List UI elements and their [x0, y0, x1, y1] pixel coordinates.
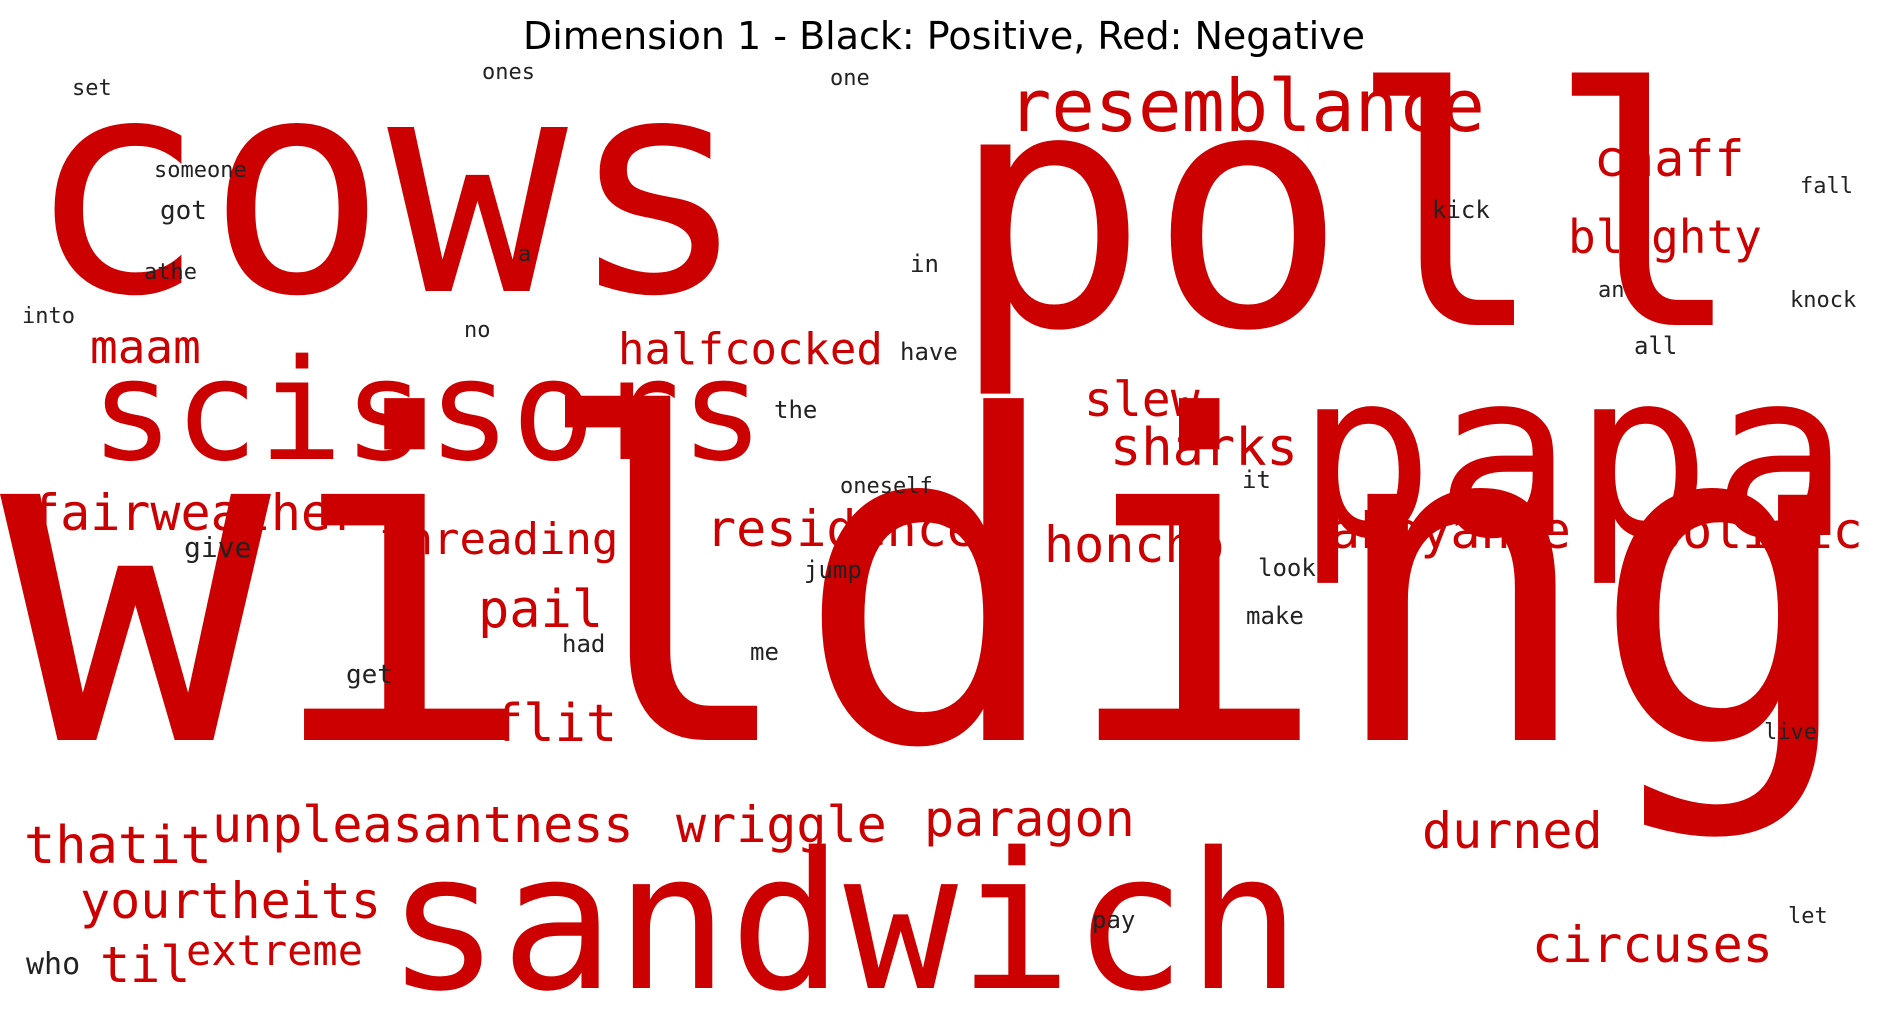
word-paragon: paragon: [924, 790, 1135, 848]
word-wriggle: wriggle: [676, 796, 887, 854]
word-pay: pay: [1092, 906, 1136, 934]
word-pail: pail: [478, 580, 604, 640]
word-an: an: [1598, 278, 1625, 303]
word-live: live: [1764, 720, 1817, 745]
word-yourtheits: yourtheits: [80, 872, 382, 930]
word-get: get: [346, 660, 393, 690]
word-me: me: [750, 638, 779, 666]
word-abeyance: abeyance: [1330, 502, 1571, 560]
word-sandwich: sandwich: [386, 812, 1302, 1033]
word-someone: someone: [154, 158, 247, 183]
word-a: a: [518, 242, 532, 267]
word-cows: cows: [26, 13, 749, 362]
word-one: one: [830, 66, 870, 91]
word-let: let: [1788, 904, 1828, 929]
word-wilding: wilding: [0, 323, 1860, 847]
word-no: no: [464, 318, 491, 343]
word-fall: fall: [1800, 174, 1853, 199]
word-jump: jump: [804, 556, 862, 584]
word-unpleasantness: unpleasantness: [212, 796, 634, 854]
word-knock: knock: [1790, 288, 1857, 313]
word-residence: residence: [706, 500, 977, 558]
word-honcho: honcho: [1044, 516, 1225, 574]
word-threading: threading: [380, 514, 619, 565]
word-slew: slew: [1084, 372, 1200, 428]
word-durned: durned: [1422, 802, 1603, 860]
word-scissors: scissors: [90, 330, 765, 493]
word-into: into: [22, 304, 75, 329]
word-sharks: sharks: [1110, 418, 1298, 478]
word-extreme: extreme: [186, 926, 364, 975]
word-poll: poll: [950, 19, 1745, 403]
word-ones: ones: [482, 60, 535, 85]
word-who: who: [26, 947, 81, 982]
word-cloud: cows poll wilding papa scissors sandwich…: [0, 13, 1863, 1018]
word-athe: athe: [144, 260, 197, 285]
word-look: look: [1258, 554, 1316, 582]
word-blighty: blighty: [1568, 210, 1762, 264]
word-politic: politic: [1652, 502, 1863, 560]
word-maam: maam: [90, 320, 201, 374]
word-it: it: [1242, 466, 1271, 494]
word-all: all: [1634, 332, 1678, 360]
word-give: give: [184, 531, 252, 564]
word-til: til: [100, 936, 191, 994]
word-had: had: [562, 630, 606, 658]
word-oneself: oneself: [840, 474, 933, 499]
word-papa: papa: [1296, 323, 1850, 590]
word-chaff: chaff: [1594, 130, 1745, 188]
word-got: got: [160, 196, 207, 226]
word-kick: kick: [1432, 196, 1490, 224]
word-circuses: circuses: [1532, 916, 1773, 974]
word-thatit: thatit: [24, 816, 212, 876]
word-resemblance: resemblance: [1008, 64, 1485, 148]
word-set: set: [72, 76, 112, 101]
word-make: make: [1246, 602, 1304, 630]
chart-title: Dimension 1 - Black: Positive, Red: Nega…: [522, 14, 1366, 58]
word-halfcocked: halfcocked: [618, 324, 883, 375]
word-flit: flit: [492, 694, 618, 754]
word-have: have: [900, 338, 958, 366]
word-in: in: [910, 250, 939, 278]
word-fairweather: fairweather: [30, 484, 362, 542]
word-the: the: [774, 396, 818, 424]
